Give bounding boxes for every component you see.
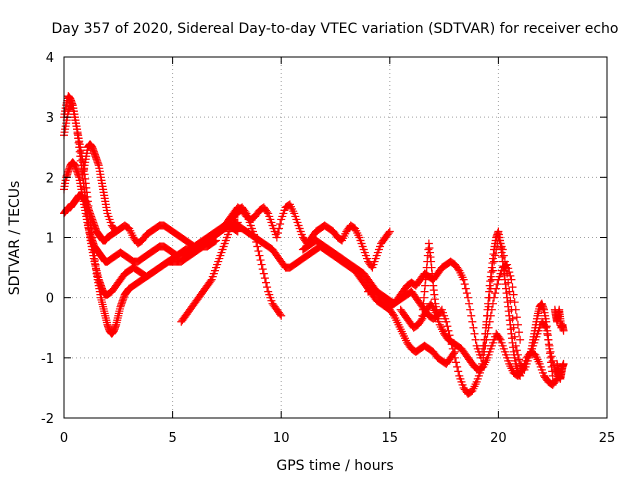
series-track-6 (177, 203, 286, 326)
data-point (512, 313, 521, 322)
data-point (272, 233, 281, 242)
data-point (471, 335, 480, 344)
data-point (513, 320, 522, 329)
data-point (470, 329, 479, 338)
data-point (491, 289, 500, 298)
series-track-15 (550, 305, 568, 335)
data-point (467, 311, 476, 320)
axis-ticks (63, 56, 608, 419)
x-tick-label: 5 (168, 431, 176, 446)
data-point (263, 207, 272, 216)
data-point (450, 353, 459, 362)
data-point (516, 371, 525, 380)
chart-title: Day 357 of 2020, Sidereal Day-to-day VTE… (52, 21, 619, 37)
y-tick-label: -2 (41, 412, 54, 427)
data-point (275, 224, 284, 233)
data-point (453, 362, 462, 371)
data-point (385, 227, 394, 236)
data-point (515, 328, 524, 337)
x-tick-label: 20 (490, 431, 507, 446)
y-axis-title: SDTVAR / TECUs (7, 181, 23, 296)
data-point (469, 323, 478, 332)
y-tick-label: 4 (46, 51, 54, 66)
y-tick-label: 1 (46, 232, 54, 247)
x-tick-label: 15 (382, 431, 399, 446)
data-point (463, 293, 472, 302)
x-axis-title: GPS time / hours (276, 458, 393, 474)
data-point (465, 299, 474, 308)
series-track-16 (553, 359, 568, 383)
data-point (559, 359, 568, 368)
data-point (112, 227, 121, 236)
series-track-8 (233, 221, 459, 368)
data-point (263, 283, 272, 292)
data-point (277, 311, 286, 320)
data-point (255, 251, 264, 260)
data-point (468, 317, 477, 326)
x-tick-label: 10 (273, 431, 290, 446)
data-point (461, 284, 470, 293)
data-point (384, 228, 393, 237)
data-point (493, 280, 502, 289)
series-track-5 (79, 140, 121, 236)
series-track-7 (225, 200, 394, 272)
data-point (276, 310, 285, 319)
data-point (515, 355, 524, 364)
data-points (60, 92, 568, 398)
series-track-13 (479, 227, 525, 380)
data-point (273, 228, 282, 237)
data-point (258, 265, 267, 274)
data-point (454, 367, 463, 376)
data-point (444, 326, 453, 335)
data-point (495, 334, 504, 343)
data-point (260, 274, 269, 283)
y-tick-label: 0 (46, 292, 54, 307)
data-point (459, 275, 468, 284)
data-point (433, 311, 442, 320)
data-point (462, 289, 471, 298)
data-point (460, 280, 469, 289)
x-tick-label: 25 (599, 431, 616, 446)
data-point (510, 298, 519, 307)
data-point (509, 290, 518, 299)
data-point (259, 269, 268, 278)
data-point (466, 305, 475, 314)
data-point (442, 317, 451, 326)
data-point (256, 256, 265, 265)
data-point (206, 277, 215, 286)
series-track-10 (364, 233, 564, 380)
data-point (559, 326, 568, 335)
data-point (449, 349, 458, 358)
series-track-4 (60, 191, 242, 251)
data-point (516, 335, 525, 344)
data-point (261, 278, 270, 287)
series-track-12 (418, 239, 442, 320)
data-point (452, 358, 461, 367)
data-point (276, 219, 285, 228)
y-tick-labels: -2 -1 0 1 2 3 4 (41, 51, 54, 427)
series-track-9 (298, 236, 525, 398)
data-point (253, 242, 262, 251)
y-tick-label: 3 (46, 111, 54, 126)
y-tick-label: 2 (46, 171, 54, 186)
data-point (443, 322, 452, 331)
data-point (254, 247, 263, 256)
data-point (508, 283, 517, 292)
x-tick-labels: 0 5 10 15 20 25 (60, 431, 615, 446)
series-track-14 (526, 299, 557, 380)
x-tick-label: 0 (60, 431, 68, 446)
data-point (111, 225, 120, 234)
y-tick-label: -1 (41, 352, 54, 367)
data-point (257, 260, 266, 269)
